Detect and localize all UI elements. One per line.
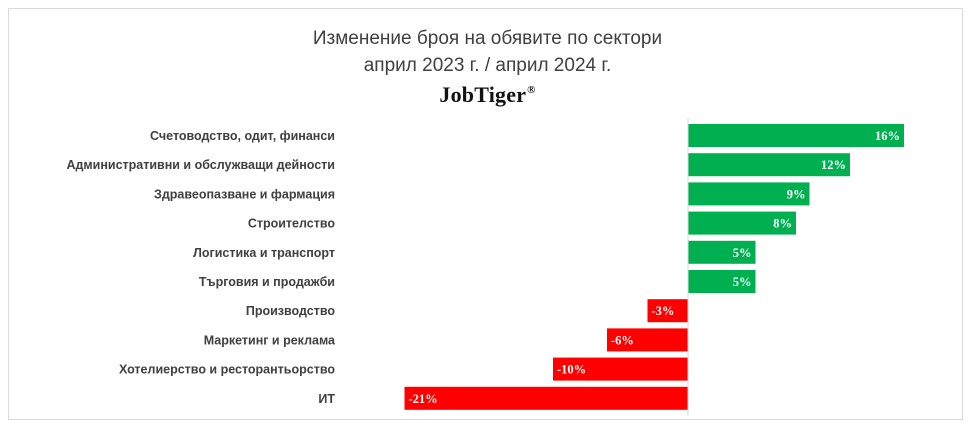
category-label: Здравеопазване и фармация	[154, 187, 335, 201]
bar-10	[404, 386, 688, 410]
data-label: 5%	[733, 275, 752, 289]
logo-text: JobTiger	[439, 82, 527, 107]
category-label: Маркетинг и реклама	[204, 333, 336, 347]
data-label: 9%	[787, 187, 806, 201]
category-label: Строителство	[248, 217, 336, 231]
category-label: Административни и обслужващи дейности	[66, 158, 335, 172]
data-label: 12%	[821, 158, 846, 172]
category-label: Хотелиерство и ресторантьорство	[119, 363, 335, 377]
chart-title: Изменение броя на обявите по сектори	[312, 28, 663, 49]
bar-9	[553, 357, 688, 381]
data-label: -6%	[611, 333, 634, 347]
bar-3	[688, 182, 810, 206]
jobtiger-logo: JobTiger®	[0, 82, 975, 108]
category-label: Счетоводство, одит, финанси	[150, 129, 335, 143]
bar-5	[688, 240, 756, 264]
chart-frame	[8, 8, 963, 420]
data-label: 5%	[733, 246, 752, 260]
data-label: -10%	[557, 363, 586, 377]
data-label: -21%	[409, 392, 438, 406]
registered-mark: ®	[527, 84, 536, 96]
category-label: Търговия и продажби	[199, 275, 335, 289]
chart-subtitle: април 2023 г. / април 2024 г.	[363, 55, 612, 76]
bar-2	[688, 153, 850, 177]
data-label: 8%	[773, 217, 792, 231]
bar-7	[647, 299, 688, 323]
data-label: 16%	[875, 129, 900, 143]
bar-1	[688, 124, 904, 147]
bar-4	[688, 211, 796, 235]
bar-6	[688, 270, 756, 293]
category-label: ИТ	[318, 392, 335, 406]
category-label: Производство	[246, 304, 336, 318]
bar-8	[607, 328, 688, 352]
category-label: Логистика и транспорт	[193, 246, 335, 260]
data-label: -3%	[652, 304, 675, 318]
